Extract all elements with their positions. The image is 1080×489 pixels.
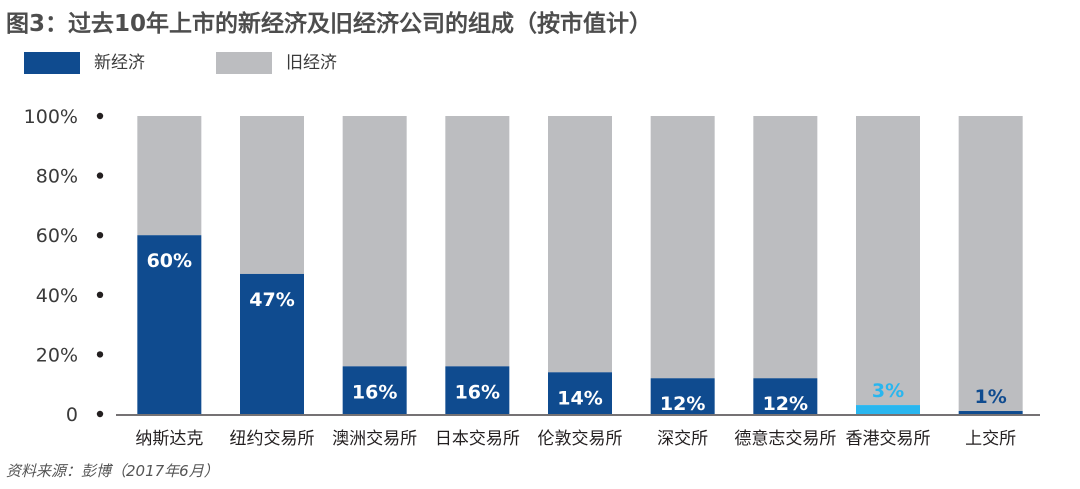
bar-old-economy xyxy=(753,116,818,379)
x-tick-label: 伦敦交易所 xyxy=(538,429,623,449)
y-tick-dot xyxy=(96,112,104,120)
x-tick-label: 日本交易所 xyxy=(435,429,520,449)
bar-new-economy xyxy=(856,405,920,414)
x-tick-label: 纳斯达克 xyxy=(135,429,203,449)
data-label: 1% xyxy=(975,386,1007,408)
bar-new-economy xyxy=(137,235,202,414)
chart-title: 图3：过去10年上市的新经济及旧经济公司的组成（按市值计） xyxy=(6,11,653,37)
source-note: 资料来源：彭博（2017年6月） xyxy=(6,462,219,480)
x-tick-label: 澳洲交易所 xyxy=(332,429,417,449)
data-label: 3% xyxy=(872,380,904,402)
bar-old-economy xyxy=(445,116,510,367)
x-tick-label: 深交所 xyxy=(657,429,708,449)
y-tick-dot xyxy=(96,351,104,358)
bar-new-economy xyxy=(548,372,612,414)
bar-old-economy xyxy=(137,116,202,236)
y-tick-label: 0 xyxy=(66,404,78,426)
bar-old-economy xyxy=(548,116,612,373)
bar-new-economy xyxy=(650,378,715,414)
data-label: 12% xyxy=(763,393,808,415)
data-label: 16% xyxy=(352,381,397,403)
data-label: 47% xyxy=(249,289,294,311)
bar-new-economy xyxy=(240,273,304,414)
y-tick-label: 80% xyxy=(36,166,78,188)
bar-old-economy xyxy=(342,116,407,367)
data-label: 16% xyxy=(455,381,500,403)
data-label: 12% xyxy=(660,393,705,415)
bar-new-economy xyxy=(342,366,407,414)
y-tick-dot xyxy=(96,291,104,298)
legend-label-old-economy: 旧经济 xyxy=(286,53,337,73)
bar-old-economy xyxy=(856,116,920,406)
legend-swatch-old-economy xyxy=(216,52,272,74)
x-tick-label: 德意志交易所 xyxy=(734,429,836,449)
y-tick-label: 100% xyxy=(24,106,78,128)
x-tick-label: 纽约交易所 xyxy=(230,429,315,449)
bar-new-economy xyxy=(445,366,510,414)
data-label: 14% xyxy=(557,387,602,409)
bar-new-economy xyxy=(753,378,818,414)
y-tick-dot xyxy=(96,232,104,239)
data-label: 60% xyxy=(147,250,192,272)
legend: 新经济 旧经济 xyxy=(0,52,1080,78)
legend-label-new-economy: 新经济 xyxy=(94,53,145,73)
x-tick-label: 香港交易所 xyxy=(846,429,931,449)
y-tick-label: 20% xyxy=(36,344,78,366)
y-tick-label: 40% xyxy=(36,285,78,307)
bar-old-economy xyxy=(240,116,304,274)
y-tick-dot xyxy=(96,410,104,418)
bar-new-economy xyxy=(958,411,1023,414)
y-tick-label: 60% xyxy=(36,225,78,247)
x-tick-label: 上交所 xyxy=(965,429,1016,449)
bar-old-economy xyxy=(958,116,1023,412)
bar-old-economy xyxy=(650,116,715,379)
y-tick-dot xyxy=(96,172,104,179)
legend-swatch-new-economy xyxy=(24,52,80,74)
